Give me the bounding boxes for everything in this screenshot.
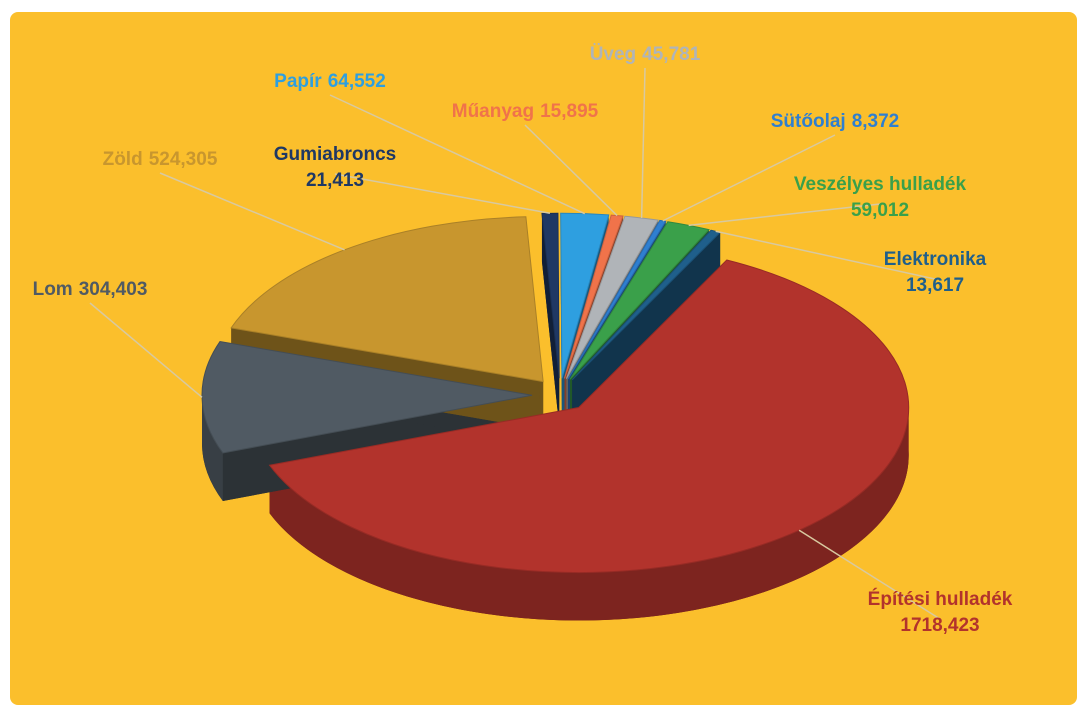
slice-tops — [201, 212, 910, 573]
data-label: Papír 64,552 — [274, 71, 386, 92]
label-name: Veszélyes hulladék — [794, 174, 967, 195]
slice — [541, 212, 560, 379]
label-name: Papír — [274, 71, 322, 92]
data-label: Elektronika 13,617 — [884, 249, 987, 296]
slice-side-rim — [202, 395, 223, 501]
leader-line — [688, 203, 881, 227]
data-label: Gumiabroncs 21,413 — [274, 144, 396, 191]
label-value: 524,305 — [149, 149, 218, 170]
label-name: Üveg — [590, 44, 636, 65]
data-label: Építési hulladék 1718,423 — [868, 588, 1013, 636]
leader-line — [662, 134, 836, 222]
label-value: 1718,423 — [900, 615, 979, 636]
label-value: 64,552 — [328, 71, 386, 92]
label-name: Zöld — [103, 149, 143, 170]
label-name: Sütőolaj — [771, 111, 846, 132]
label-value: 59,012 — [851, 200, 909, 221]
leader-line — [715, 230, 936, 280]
data-label: Üveg 45,781 — [590, 44, 701, 65]
label-value: 15,895 — [540, 101, 599, 122]
label-value: 304,403 — [79, 279, 148, 300]
leader-line — [334, 173, 551, 215]
label-value: 21,413 — [306, 170, 364, 191]
slice — [567, 219, 667, 380]
label-name: Műanyag — [452, 101, 534, 122]
leader-line — [524, 124, 618, 217]
labels: Gumiabroncs 21,413 Papír 64,552 Műanyag 15,89… — [33, 44, 1013, 636]
slice — [268, 259, 910, 573]
leader-line — [640, 67, 646, 219]
data-label: Zöld 524,305 — [103, 149, 218, 170]
label-value: 8,372 — [852, 111, 900, 132]
slice-side-face — [541, 213, 560, 427]
slice-side-rim — [269, 407, 909, 621]
data-label: Lom 304,403 — [33, 279, 148, 300]
leader-line — [329, 94, 586, 215]
data-label: Sütőolaj 8,372 — [771, 111, 900, 132]
label-name: Építési hulladék — [868, 588, 1013, 610]
data-label: Műanyag 15,895 — [452, 101, 599, 122]
label-name: Elektronika — [884, 249, 987, 270]
leader-line — [89, 302, 203, 398]
leader-line — [798, 529, 941, 620]
label-name: Gumiabroncs — [274, 144, 396, 165]
label-value: 45,781 — [642, 44, 701, 65]
slice — [560, 212, 610, 379]
leader-line — [159, 172, 345, 251]
label-name: Lom — [33, 279, 73, 300]
data-label: Veszélyes hulladék 59,012 — [794, 174, 967, 221]
label-value: 13,617 — [906, 275, 964, 296]
